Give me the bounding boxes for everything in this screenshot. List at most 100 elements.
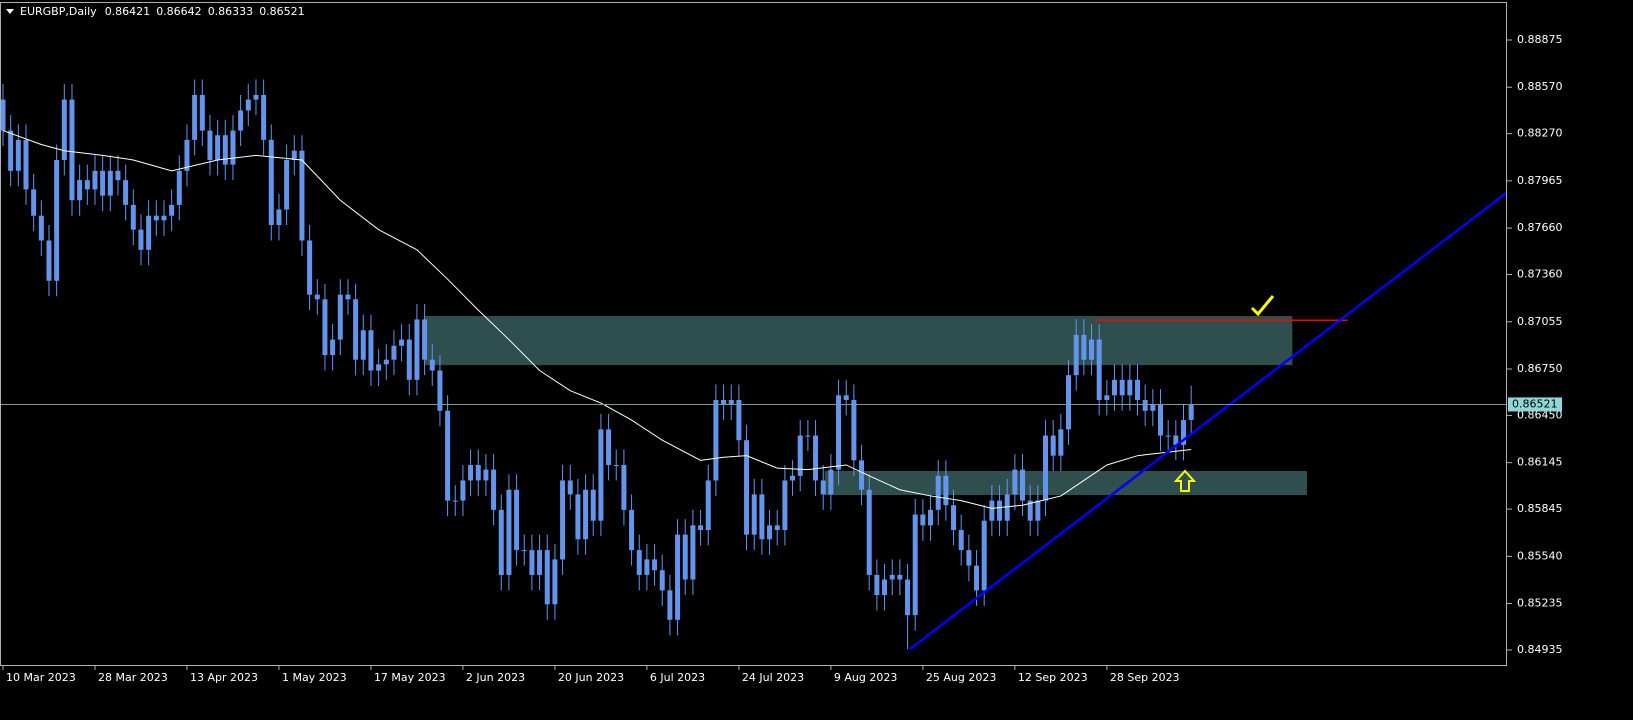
plot-area — [0, 79, 1508, 651]
candle-body — [636, 550, 642, 575]
candle-body — [360, 330, 366, 360]
candle-body — [851, 399, 857, 461]
candle-body — [1158, 404, 1164, 436]
candle-body — [721, 399, 727, 405]
candle-body — [1089, 339, 1095, 360]
trendline — [909, 191, 1508, 651]
candle-body — [276, 209, 282, 226]
candle-body — [130, 204, 136, 230]
x-tick-label: 10 Mar 2023 — [6, 671, 76, 684]
candle-body — [736, 399, 742, 441]
x-tick-label: 9 Aug 2023 — [834, 671, 897, 684]
candle-body — [445, 410, 451, 501]
x-tick-label: 25 Aug 2023 — [926, 671, 996, 684]
candle-body — [1173, 435, 1179, 445]
candle-body — [452, 500, 458, 502]
candle-body — [751, 494, 757, 535]
price-label-box — [1508, 397, 1562, 412]
low-value: 0.86333 — [208, 5, 254, 18]
candle-body — [314, 294, 320, 300]
candle-body — [54, 159, 60, 281]
candle-body — [514, 489, 520, 551]
y-tick-label: 0.86145 — [1517, 456, 1563, 469]
candle-body — [943, 475, 949, 506]
candle-body — [353, 299, 359, 360]
candle-body — [69, 99, 75, 201]
candle-body — [261, 94, 267, 140]
candle-body — [61, 99, 67, 160]
candle-body — [123, 180, 129, 205]
candle-body — [253, 94, 259, 100]
candle-body — [682, 534, 688, 580]
candle-body — [759, 494, 765, 540]
candle-body — [399, 339, 405, 346]
candle-body — [138, 229, 144, 250]
candle-body — [981, 520, 987, 591]
candle-body — [161, 215, 167, 221]
candle-body — [1104, 395, 1110, 400]
x-tick-label: 28 Sep 2023 — [1110, 671, 1180, 684]
x-tick-label: 2 Jun 2023 — [466, 671, 525, 684]
zone — [424, 316, 1293, 366]
y-tick-label: 0.87660 — [1517, 221, 1563, 234]
candle-body — [997, 500, 1003, 521]
candle-body — [874, 574, 880, 596]
y-tick-label: 0.88875 — [1517, 33, 1563, 46]
candle-body — [575, 494, 581, 540]
candle-body — [0, 99, 6, 131]
candle-body — [245, 99, 251, 111]
candle-body — [629, 509, 635, 551]
candle-body — [15, 139, 21, 171]
candle-body — [644, 559, 650, 575]
candle-body — [1127, 379, 1133, 396]
candle-body — [590, 489, 596, 521]
candle-body — [8, 130, 14, 171]
candle-body — [307, 240, 313, 295]
candle-body — [583, 489, 589, 540]
candle-body — [958, 529, 964, 551]
candle-body — [797, 435, 803, 476]
candle-body — [606, 429, 612, 465]
candle-body — [560, 480, 566, 560]
candle-body — [690, 525, 696, 580]
candle-body — [598, 429, 604, 521]
candle-body — [774, 525, 780, 530]
high-value: 0.86642 — [156, 5, 202, 18]
candle-body — [905, 579, 911, 616]
candle-body — [330, 339, 336, 356]
candle-body — [506, 489, 512, 575]
candle-body — [882, 579, 888, 596]
candle-body — [652, 559, 658, 571]
moving-average — [2, 130, 1192, 509]
collapse-triangle — [6, 9, 14, 14]
candle-body — [84, 180, 90, 190]
candle-body — [843, 395, 849, 400]
candle-body — [621, 464, 627, 510]
candle-body — [713, 399, 719, 481]
zone — [824, 471, 1307, 496]
header: EURGBP,Daily 0.86421 0.86642 0.86333 0.86521 — [20, 5, 305, 18]
candle-body — [1004, 494, 1010, 521]
candle-body — [552, 559, 558, 605]
candle-body — [146, 215, 152, 250]
candle-body — [828, 469, 834, 495]
candle-body — [1150, 404, 1156, 411]
candle-body — [659, 570, 665, 591]
candle-body — [391, 345, 397, 360]
candle-body — [790, 475, 796, 481]
candle-body — [23, 139, 29, 190]
candle-body — [744, 440, 750, 535]
x-tick-label: 12 Sep 2023 — [1018, 671, 1088, 684]
y-tick-label: 0.85235 — [1517, 597, 1563, 610]
candle-body — [667, 590, 673, 620]
candle-body — [468, 464, 474, 481]
candle-body — [935, 475, 941, 510]
y-tick-label: 0.87360 — [1517, 268, 1563, 281]
candle-body — [1012, 469, 1018, 495]
candle-body — [437, 370, 443, 411]
candle-body — [192, 94, 198, 140]
candle-body — [866, 489, 872, 575]
candle-body — [31, 189, 37, 216]
